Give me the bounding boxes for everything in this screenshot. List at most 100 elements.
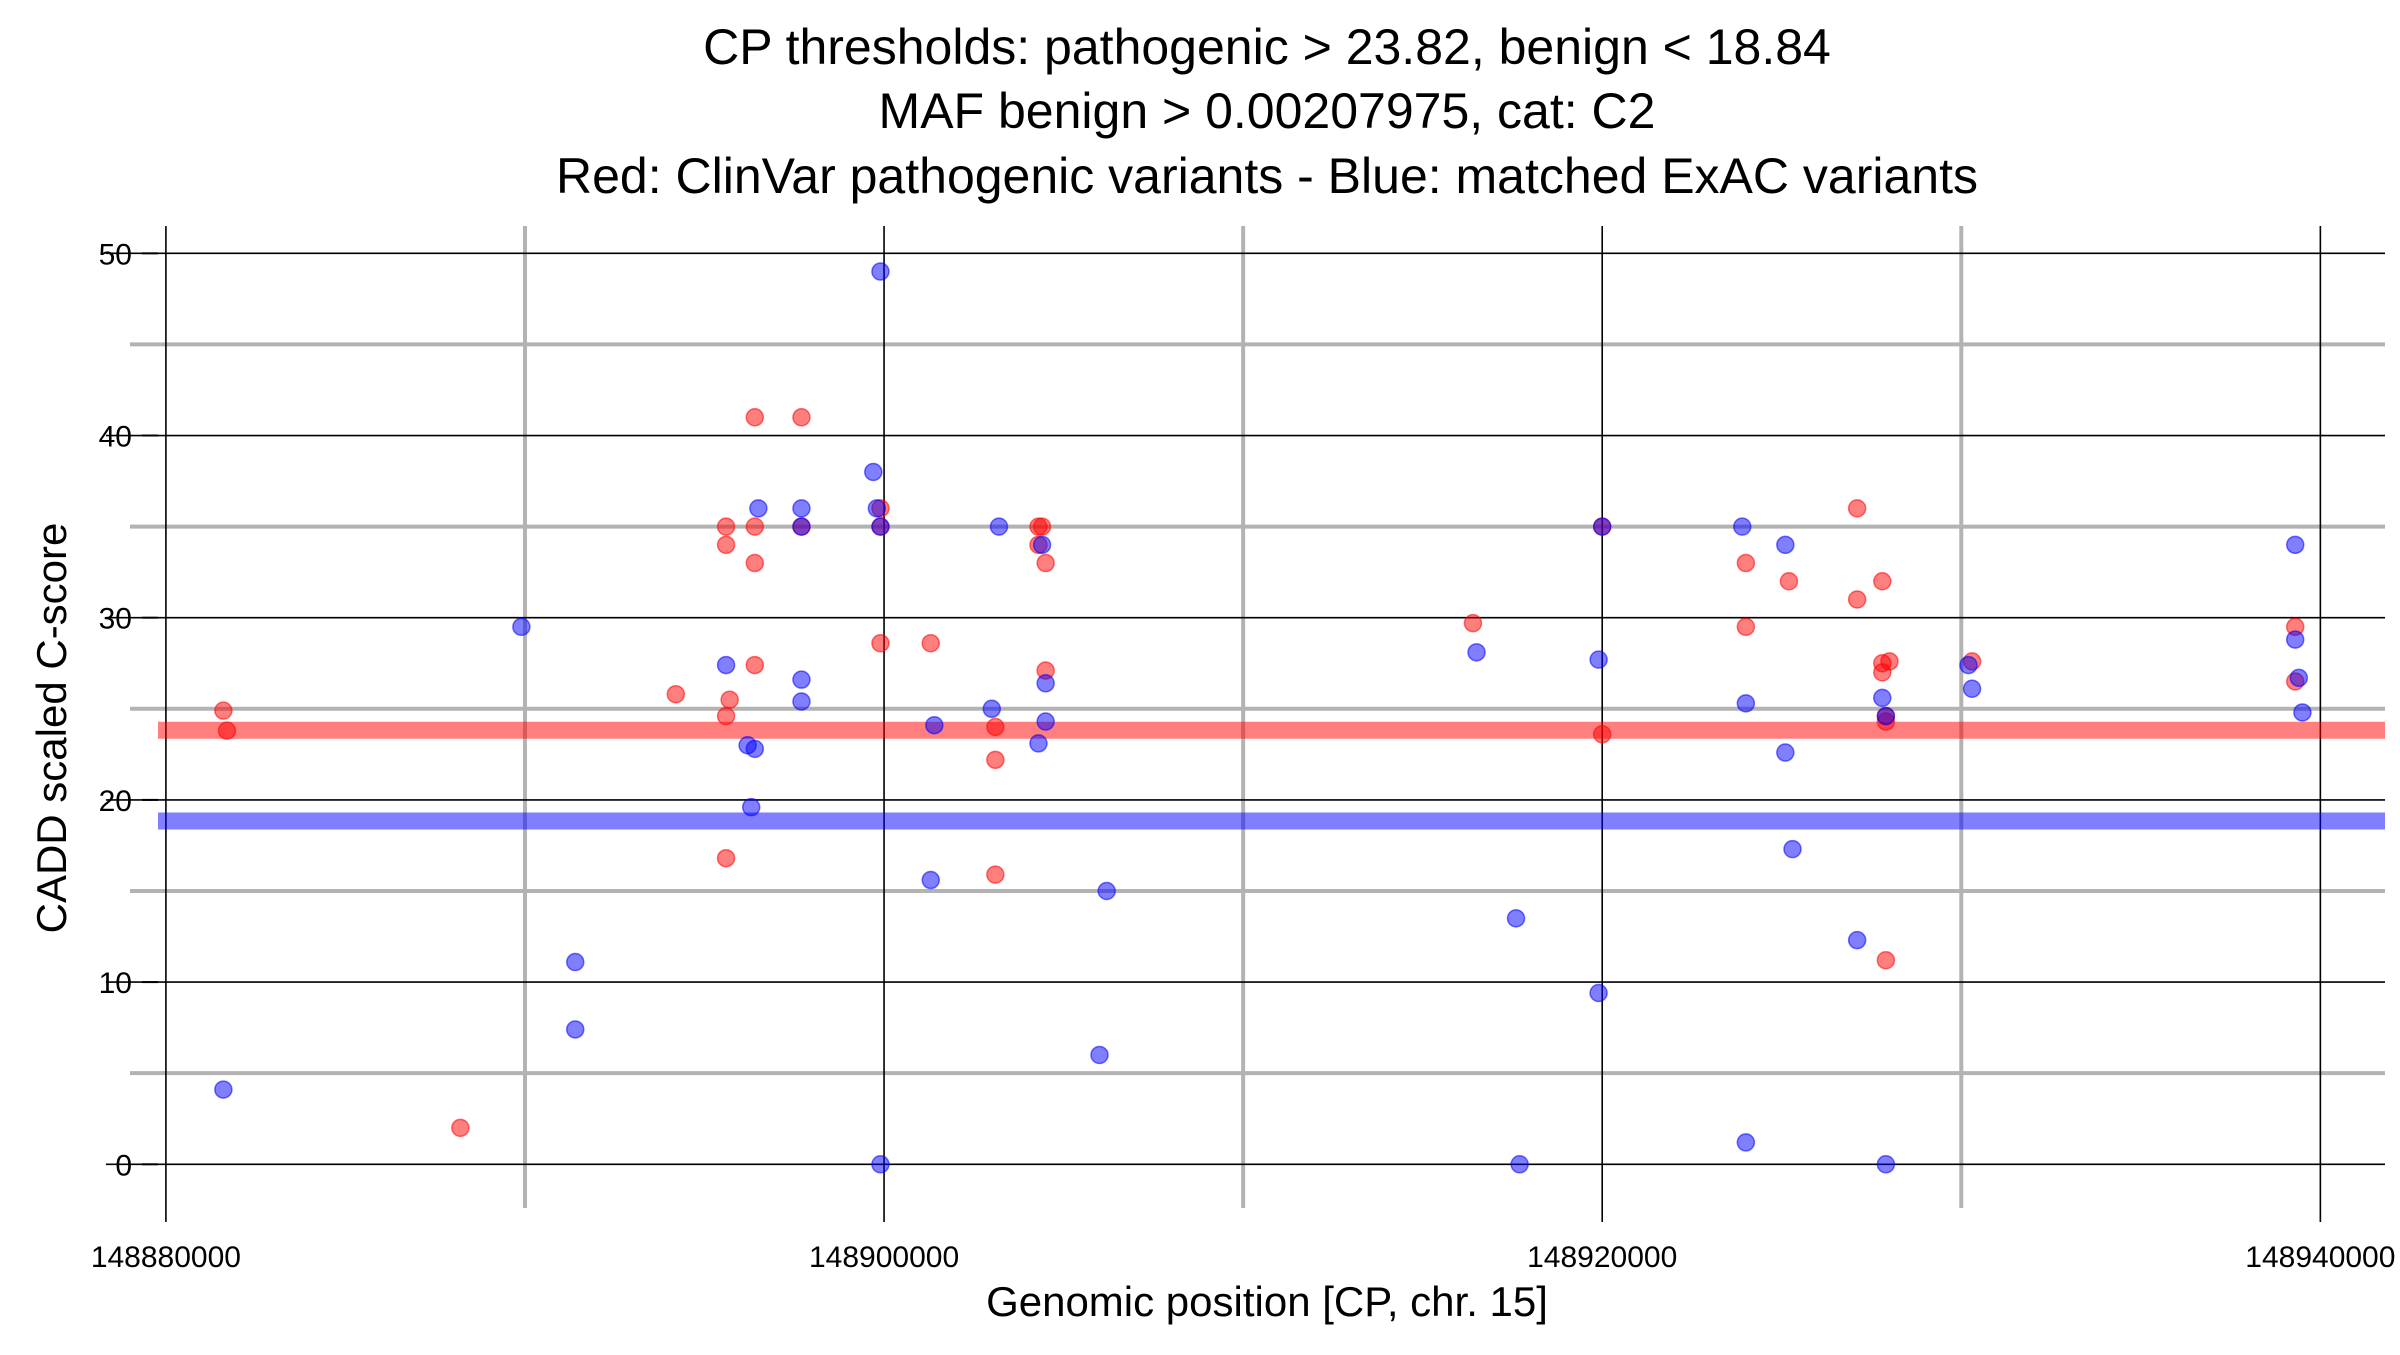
data-point-pathogenic-3: [666, 684, 686, 704]
x-tick-label-148880000: 148880000: [91, 1241, 241, 1274]
data-point-benign-27: [1097, 881, 1116, 901]
data-point-benign-9: [792, 499, 811, 518]
data-point-benign-4: [716, 655, 736, 675]
y-tick-label-30: 30: [99, 603, 132, 636]
data-point-pathogenic-31: [1736, 617, 1756, 637]
data-point-benign-44: [1959, 655, 1978, 675]
data-point-pathogenic-5: [716, 535, 736, 555]
data-point-pathogenic-41: [1876, 950, 1896, 970]
data-point-pathogenic-25: [1036, 553, 1055, 573]
data-point-benign-7: [741, 797, 761, 817]
chart-title-line-2: MAF benign > 0.00207975, cat: C2: [879, 83, 1656, 139]
data-point-benign-33: [1592, 517, 1612, 536]
data-point-pathogenic-30: [1736, 553, 1756, 573]
data-point-pathogenic-10: [745, 517, 765, 536]
data-point-benign-17: [871, 1155, 890, 1174]
data-point-pathogenic-34: [1847, 590, 1867, 609]
data-point-benign-13: [864, 462, 883, 482]
data-point-benign-11: [792, 670, 811, 689]
data-point-benign-28: [1467, 643, 1486, 662]
data-point-benign-29: [1506, 909, 1526, 928]
data-point-pathogenic-13: [792, 408, 811, 427]
data-point-benign-34: [1733, 517, 1752, 536]
data-point-benign-43: [1876, 1155, 1896, 1174]
data-point-benign-24: [1036, 674, 1055, 693]
data-point-pathogenic-27: [1463, 613, 1483, 633]
data-point-benign-3: [566, 1020, 585, 1039]
data-point-benign-48: [2289, 668, 2309, 688]
data-point-pathogenic-8: [720, 690, 739, 709]
data-point-pathogenic-6: [716, 706, 736, 726]
data-point-benign-21: [989, 517, 1009, 536]
data-point-benign-19: [925, 715, 944, 735]
x-tick-label-148920000: 148920000: [1527, 1241, 1677, 1274]
points-layer: [214, 262, 2312, 1174]
data-point-benign-40: [1847, 930, 1867, 950]
data-point-benign-10: [792, 517, 811, 536]
y-tick-label-50: 50: [99, 238, 132, 271]
data-point-benign-31: [1589, 650, 1608, 669]
data-point-benign-2: [566, 952, 585, 972]
data-point-benign-1: [512, 617, 531, 637]
data-point-benign-32: [1589, 983, 1608, 1003]
data-point-benign-46: [2285, 535, 2305, 555]
data-point-pathogenic-29: [1592, 725, 1612, 744]
data-point-benign-25: [1036, 712, 1055, 731]
data-point-benign-22: [1029, 734, 1048, 753]
y-tick-label-20: 20: [99, 785, 132, 818]
data-point-pathogenic-2: [451, 1118, 470, 1138]
data-point-benign-15: [871, 517, 890, 536]
data-point-pathogenic-7: [716, 848, 736, 868]
data-point-benign-8: [749, 499, 768, 518]
data-point-benign-18: [921, 870, 940, 890]
y-tick-label-0: 0: [115, 1149, 132, 1182]
data-point-pathogenic-4: [716, 517, 736, 536]
data-point-benign-35: [1736, 694, 1756, 713]
data-point-pathogenic-12: [745, 655, 765, 675]
data-point-pathogenic-1: [217, 721, 237, 740]
data-point-pathogenic-32: [1779, 572, 1799, 591]
data-point-benign-47: [2285, 630, 2305, 649]
data-point-benign-30: [1510, 1155, 1529, 1174]
x-tick-label-148900000: 148900000: [809, 1241, 959, 1274]
data-point-benign-12: [792, 692, 811, 711]
chart-title-line-3: Red: ClinVar pathogenic variants - Blue:…: [556, 148, 1978, 204]
x-tick-label-148940000: 148940000: [2245, 1241, 2395, 1274]
data-point-pathogenic-20: [986, 750, 1005, 770]
data-point-benign-16: [871, 262, 890, 281]
data-point-pathogenic-17: [871, 633, 890, 653]
data-point-benign-38: [1776, 743, 1795, 762]
threshold-layer: [158, 721, 2385, 830]
data-point-pathogenic-11: [745, 553, 765, 573]
y-tick-label-10: 10: [99, 967, 132, 1000]
data-point-benign-23: [1032, 535, 1052, 555]
data-point-benign-41: [1873, 688, 1892, 708]
data-point-pathogenic-21: [986, 865, 1005, 884]
data-point-benign-37: [1776, 535, 1795, 555]
data-point-benign-20: [982, 699, 1002, 719]
data-point-pathogenic-38: [1880, 652, 1899, 671]
data-point-benign-14: [867, 499, 887, 518]
data-point-benign-45: [1962, 679, 1982, 699]
data-point-pathogenic-19: [986, 717, 1005, 737]
chart-title-line-1: CP thresholds: pathogenic > 23.82, benig…: [703, 19, 1831, 75]
data-point-pathogenic-0: [214, 701, 233, 720]
data-point-benign-36: [1736, 1133, 1756, 1152]
y-axis-label: CADD scaled C-score: [28, 523, 75, 934]
data-point-benign-39: [1783, 839, 1802, 859]
data-point-benign-49: [2293, 703, 2312, 722]
x-axis-label: Genomic position [CP, chr. 15]: [986, 1278, 1548, 1325]
data-point-benign-42: [1876, 706, 1896, 726]
data-point-pathogenic-35: [1873, 572, 1892, 591]
data-point-pathogenic-33: [1847, 499, 1867, 518]
data-point-pathogenic-23: [1032, 517, 1052, 536]
y-tick-label-40: 40: [99, 421, 132, 454]
data-point-benign-26: [1090, 1045, 1109, 1065]
axis-layer: 0 10 20 30 40 50 148880000 148900000 148920000 14…: [91, 238, 2396, 1274]
data-point-pathogenic-18: [921, 633, 940, 653]
data-point-benign-6: [745, 739, 765, 759]
data-point-pathogenic-9: [745, 408, 765, 427]
data-point-benign-0: [214, 1080, 233, 1099]
